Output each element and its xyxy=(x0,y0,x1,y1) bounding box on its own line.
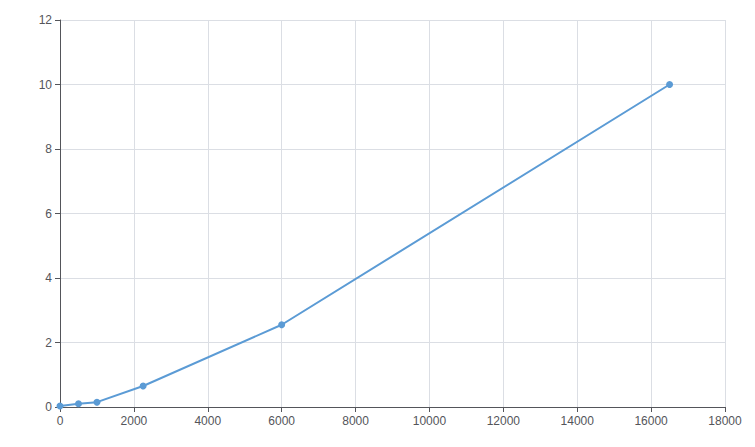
svg-text:0: 0 xyxy=(57,414,64,428)
svg-text:18000: 18000 xyxy=(708,414,742,428)
svg-text:8: 8 xyxy=(45,142,52,156)
svg-text:12000: 12000 xyxy=(487,414,521,428)
svg-text:6: 6 xyxy=(45,207,52,221)
svg-text:12: 12 xyxy=(39,13,53,27)
svg-text:4: 4 xyxy=(45,271,52,285)
svg-text:6000: 6000 xyxy=(268,414,295,428)
svg-text:8000: 8000 xyxy=(342,414,369,428)
svg-text:14000: 14000 xyxy=(561,414,595,428)
svg-text:2: 2 xyxy=(45,336,52,350)
svg-text:10000: 10000 xyxy=(413,414,447,428)
svg-text:2000: 2000 xyxy=(121,414,148,428)
svg-text:16000: 16000 xyxy=(634,414,668,428)
svg-text:0: 0 xyxy=(45,400,52,414)
svg-text:10: 10 xyxy=(39,78,53,92)
svg-text:4000: 4000 xyxy=(194,414,221,428)
